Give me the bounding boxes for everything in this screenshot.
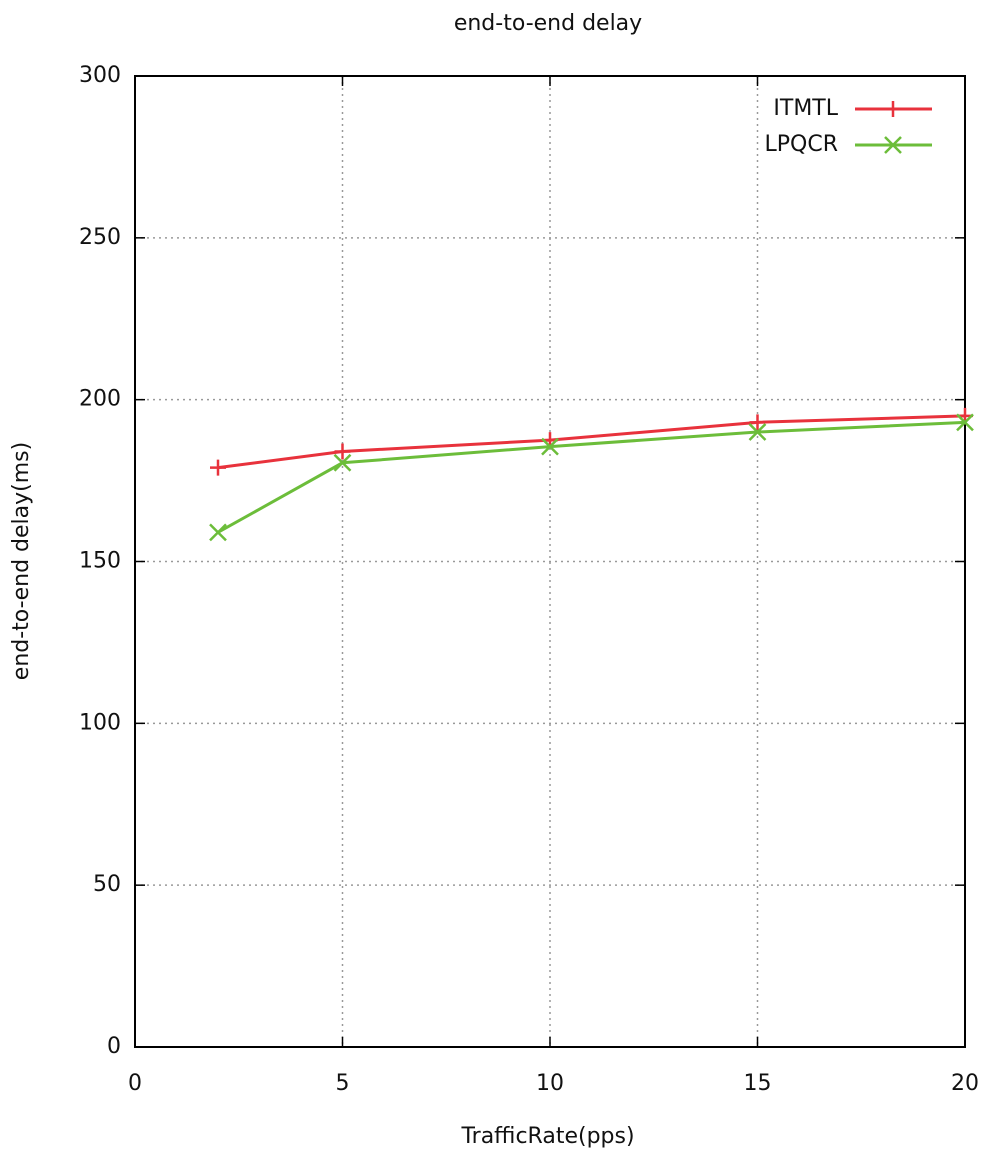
data-point	[334, 443, 351, 460]
data-point	[333, 453, 352, 472]
y-tick-label: 0	[107, 1034, 121, 1059]
x-tick-label: 5	[336, 1071, 350, 1096]
y-tick-label: 50	[93, 872, 121, 897]
y-axis-label: end-to-end delay(ms)	[9, 442, 34, 680]
x-axis-label: TrafficRate(pps)	[460, 1124, 634, 1149]
data-point	[209, 523, 227, 542]
x-tick-label: 0	[128, 1071, 142, 1096]
data-point	[541, 437, 559, 456]
legend-marker	[884, 136, 902, 154]
data-point	[749, 414, 766, 431]
plot-frame	[134, 75, 966, 1048]
x-tick-label: 20	[951, 1071, 979, 1096]
legend-marker	[885, 101, 901, 117]
data-point	[210, 459, 226, 476]
data-point	[956, 413, 974, 432]
y-tick-label: 300	[79, 63, 121, 88]
x-tick-label: 10	[536, 1071, 564, 1096]
data-point	[748, 423, 767, 441]
x-tick-label: 15	[744, 1071, 772, 1096]
y-tick-label: 150	[79, 549, 121, 574]
legend-label: ITMTL	[773, 96, 838, 121]
chart-title: end-to-end delay	[454, 11, 642, 36]
series-line	[217, 414, 966, 470]
y-tick-label: 200	[79, 387, 121, 412]
y-tick-label: 250	[79, 225, 121, 250]
y-tick-label: 100	[79, 710, 121, 735]
series-line	[217, 420, 966, 534]
legend-label: LPQCR	[765, 132, 839, 157]
